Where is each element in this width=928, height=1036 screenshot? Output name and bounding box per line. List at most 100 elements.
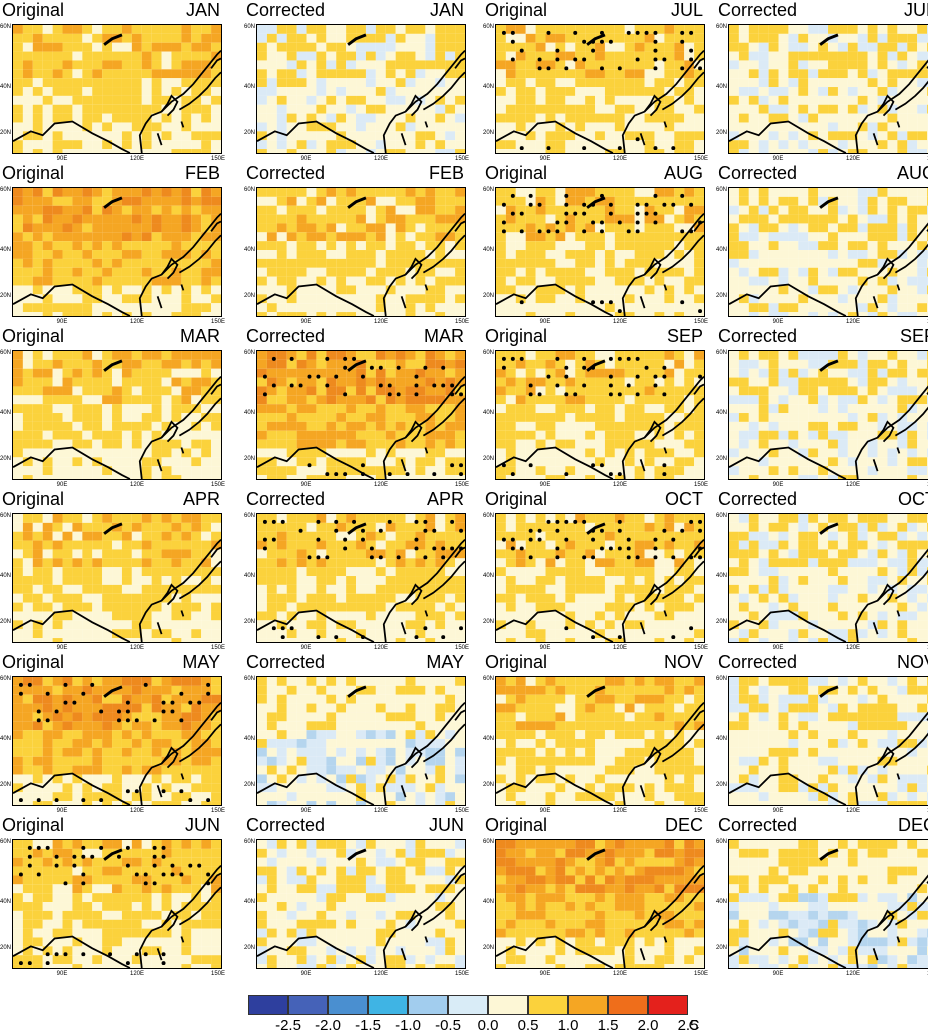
anomaly-cell	[306, 267, 317, 277]
anomaly-cell	[857, 140, 868, 150]
anomaly-cell	[385, 214, 396, 224]
anomaly-cell	[257, 214, 267, 224]
anomaly-cell	[336, 267, 347, 277]
anomaly-cell	[857, 78, 868, 88]
anomaly-cell	[415, 232, 426, 242]
anomaly-cell	[694, 285, 704, 295]
anomaly-cell	[326, 549, 337, 559]
anomaly-cell	[837, 33, 848, 43]
anomaly-cell	[515, 430, 526, 440]
anomaly-cell	[435, 522, 446, 532]
anomaly-cell	[748, 69, 759, 79]
anomaly-cell	[595, 205, 605, 215]
anomaly-cell	[42, 285, 53, 295]
anomaly-cell	[798, 368, 809, 378]
anomaly-cell	[266, 567, 277, 577]
anomaly-cell	[52, 549, 63, 559]
anomaly-cell	[415, 285, 426, 295]
anomaly-cell	[828, 122, 838, 132]
anomaly-cell	[634, 25, 645, 34]
anomaly-cell	[535, 359, 546, 369]
anomaly-cell	[62, 593, 73, 603]
anomaly-cell	[837, 359, 848, 369]
anomaly-cell	[151, 593, 162, 603]
anomaly-cell	[326, 78, 337, 88]
anomaly-cell	[395, 140, 406, 150]
anomaly-cell	[778, 276, 789, 286]
significance-dot	[289, 356, 294, 361]
anomaly-cell	[62, 276, 73, 286]
anomaly-cell	[151, 104, 162, 114]
anomaly-cell	[614, 60, 625, 70]
anomaly-cell	[545, 294, 556, 304]
anomaly-cell	[674, 223, 685, 233]
anomaly-cell	[201, 51, 212, 61]
anomaly-cell	[22, 593, 33, 603]
anomaly-cell	[201, 558, 212, 568]
anomaly-cell	[286, 140, 297, 150]
anomaly-cell	[13, 294, 23, 304]
anomaly-cell	[346, 51, 357, 61]
map-panel: Corrected JAN 60N 40N 20N 90E 120E 150E	[244, 0, 469, 162]
significance-dot	[635, 57, 640, 62]
anomaly-cell	[296, 593, 307, 603]
anomaly-cell	[395, 25, 406, 34]
anomaly-cell	[112, 368, 122, 378]
anomaly-cell	[748, 258, 759, 268]
anomaly-cell	[82, 223, 93, 233]
anomaly-cell	[92, 232, 103, 242]
anomaly-cell	[808, 87, 819, 96]
anomaly-cell	[395, 620, 406, 630]
anomaly-cell	[575, 95, 586, 105]
anomaly-cell	[525, 430, 536, 440]
anomaly-cell	[52, 294, 63, 304]
anomaly-cell	[857, 149, 868, 153]
anomaly-cell	[798, 294, 809, 304]
anomaly-cell	[535, 241, 546, 251]
anomaly-cell	[674, 466, 685, 476]
anomaly-cell	[555, 104, 566, 114]
anomaly-cell	[257, 78, 267, 88]
anomaly-cell	[778, 386, 789, 396]
coastline	[160, 94, 179, 117]
anomaly-cell	[405, 421, 416, 431]
anomaly-cell	[22, 140, 33, 150]
anomaly-cell	[141, 540, 152, 550]
anomaly-cell	[455, 69, 465, 79]
anomaly-cell	[595, 413, 605, 422]
anomaly-cell	[907, 258, 918, 268]
anomaly-cell	[296, 113, 307, 123]
anomaly-cell	[306, 241, 317, 251]
anomaly-cell	[887, 475, 898, 479]
significance-dot	[653, 48, 658, 53]
anomaly-cell	[445, 113, 456, 123]
significance-dot	[343, 472, 348, 477]
anomaly-cell	[32, 540, 43, 550]
anomaly-cell	[102, 457, 113, 467]
anomaly-cell	[276, 558, 287, 568]
anomaly-cell	[857, 214, 868, 224]
anomaly-cell	[395, 78, 406, 88]
anomaly-cell	[102, 593, 113, 603]
anomaly-cell	[296, 104, 307, 114]
anomaly-cell	[674, 113, 685, 123]
map-panel: Original JUL 60N 40N 20N 90E 120E 150E	[483, 0, 708, 162]
anomaly-cell	[266, 78, 277, 88]
anomaly-cell	[296, 33, 307, 43]
anomaly-cell	[788, 421, 799, 431]
anomaly-cell	[42, 567, 53, 577]
anomaly-cell	[336, 188, 347, 197]
anomaly-cell	[306, 386, 317, 396]
significance-dot	[271, 626, 276, 631]
anomaly-cell	[82, 95, 93, 105]
anomaly-cell	[684, 60, 695, 70]
anomaly-cell	[92, 359, 103, 369]
anomaly-cell	[52, 69, 63, 79]
anomaly-cell	[575, 540, 586, 550]
anomaly-cell	[326, 576, 337, 585]
significance-dot	[698, 66, 703, 71]
anomaly-cell	[102, 33, 113, 43]
anomaly-cell	[13, 78, 23, 88]
anomaly-cell	[112, 42, 122, 52]
anomaly-cell	[316, 531, 327, 541]
